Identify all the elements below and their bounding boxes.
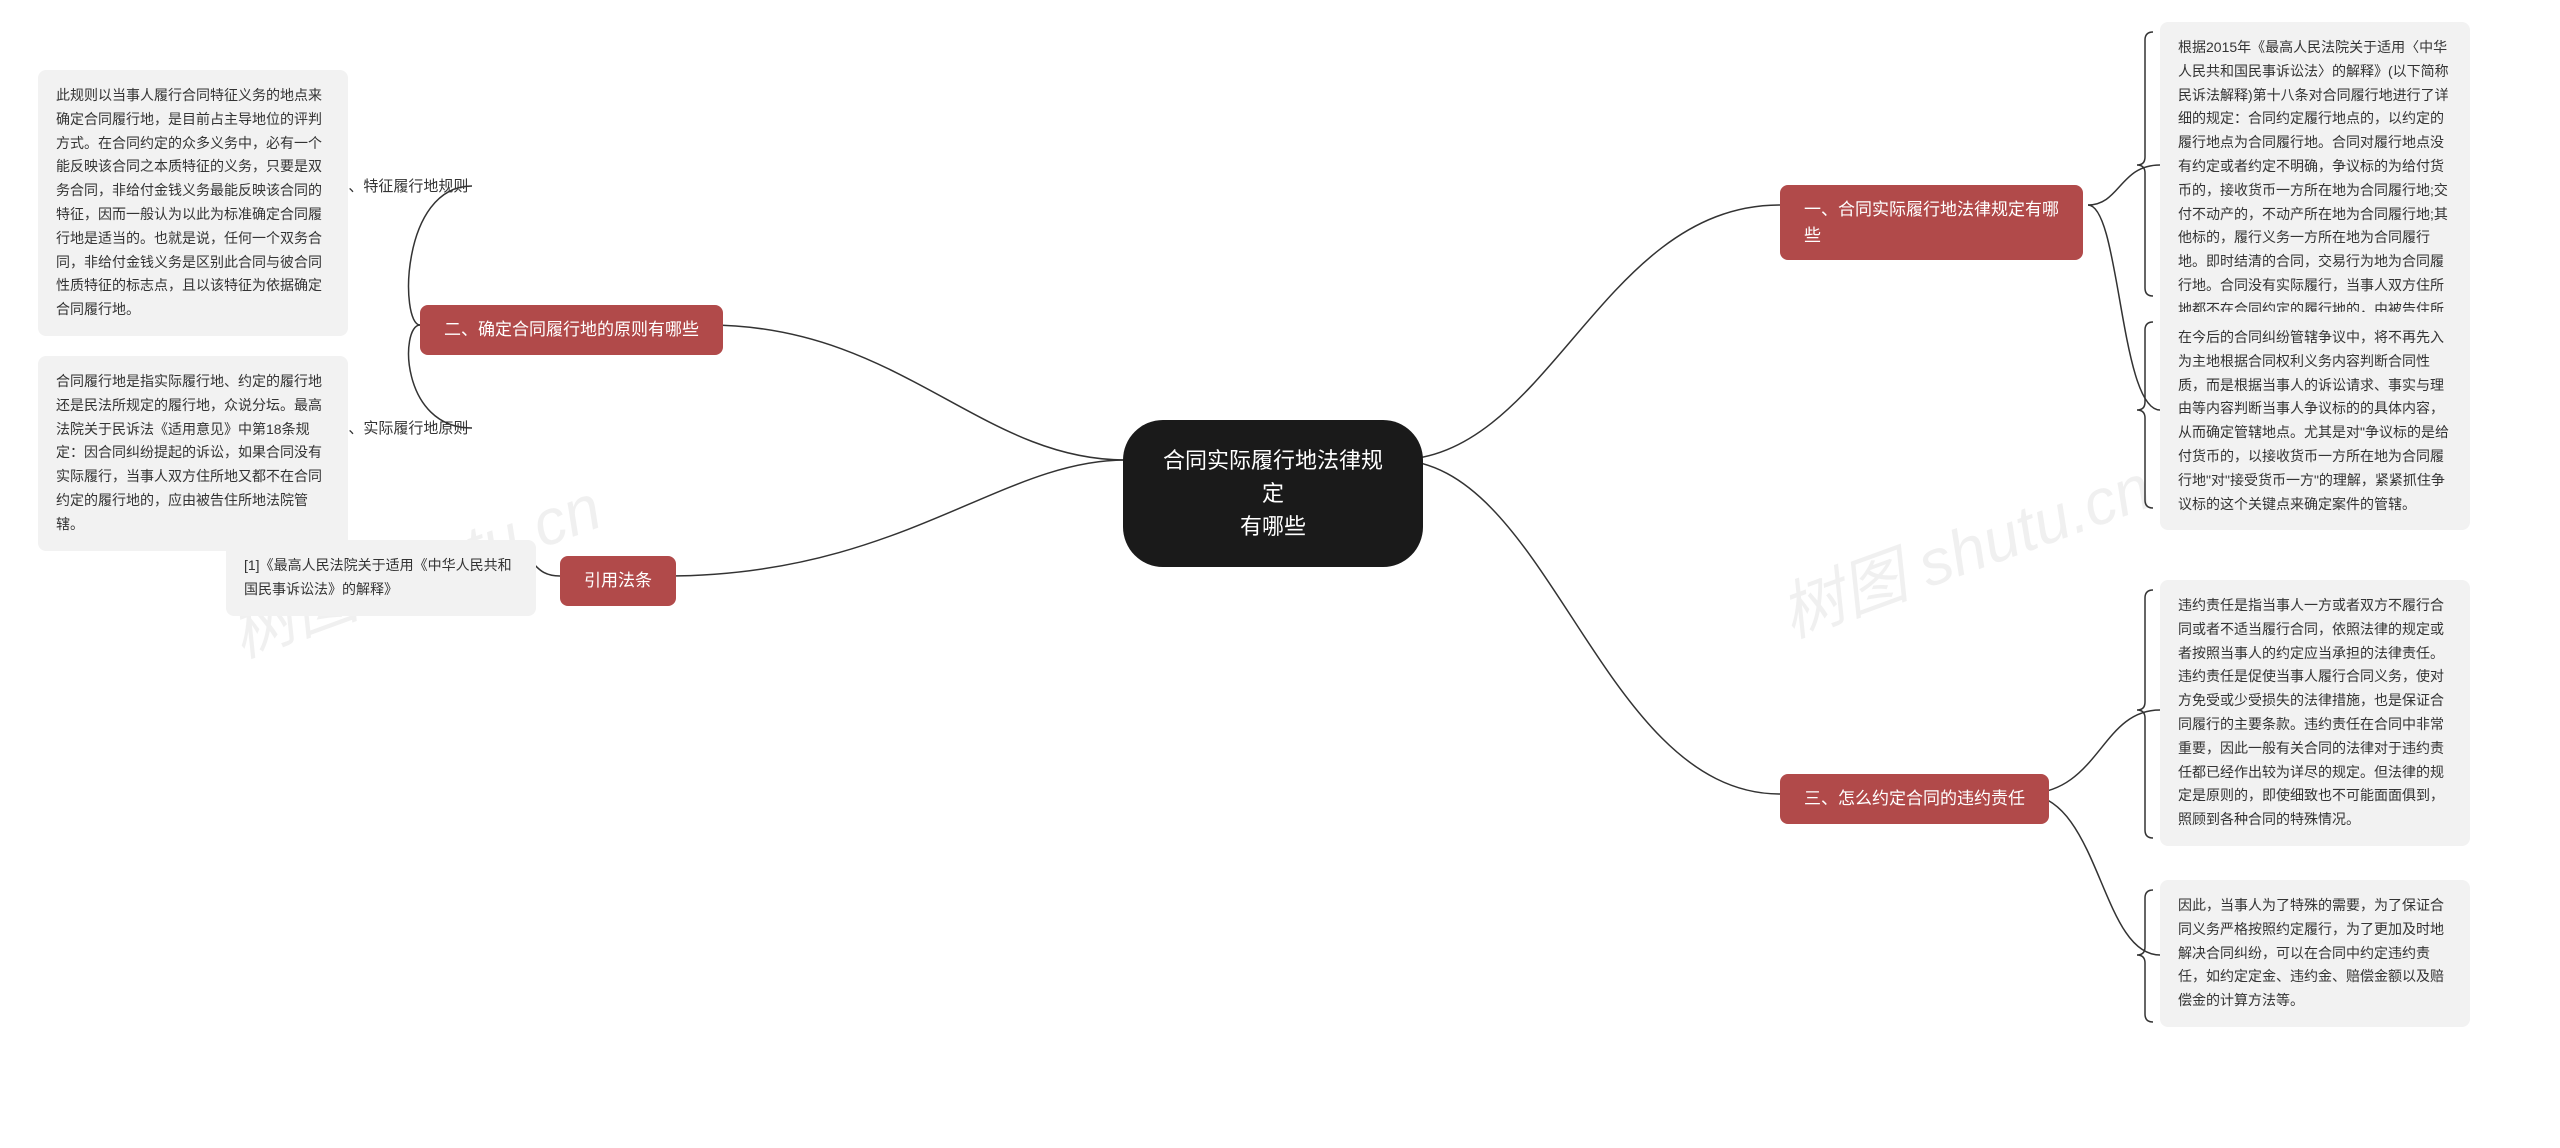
branch-4: 引用法条 — [560, 556, 676, 606]
branch-2-sub-0: 1、特征履行地规则 — [340, 176, 468, 199]
branch-1-leaf-0: 根据2015年《最高人民法院关于适用〈中华人民共和国民事诉讼法〉的解释》(以下简… — [2160, 22, 2470, 359]
branch-2: 二、确定合同履行地的原则有哪些 — [420, 305, 723, 355]
branch-2-sub-1: 2、实际履行地原则 — [340, 418, 468, 441]
branch-3-leaf-0: 违约责任是指当事人一方或者双方不履行合同或者不适当履行合同，依照法律的规定或者按… — [2160, 580, 2470, 846]
watermark: 树图 shutu.cn — [1766, 436, 2162, 655]
branch-3-leaf-1: 因此，当事人为了特殊的需要，为了保证合同义务严格按照约定履行，为了更加及时地解决… — [2160, 880, 2470, 1027]
branch-3: 三、怎么约定合同的违约责任 — [1780, 774, 2049, 824]
branch-4-leaf-0: [1]《最高人民法院关于适用《中华人民共和国民事诉讼法》的解释》 — [226, 540, 536, 616]
branch-1-leaf-1: 在今后的合同纠纷管辖争议中，将不再先入为主地根据合同权利义务内容判断合同性质，而… — [2160, 312, 2470, 530]
center-node: 合同实际履行地法律规定有哪些 — [1123, 420, 1423, 567]
branch-2-sub-0-leaf: 此规则以当事人履行合同特征义务的地点来确定合同履行地，是目前占主导地位的评判方式… — [38, 70, 348, 336]
branch-2-sub-1-leaf: 合同履行地是指实际履行地、约定的履行地还是民法所规定的履行地，众说分坛。最高法院… — [38, 356, 348, 551]
branch-1: 一、合同实际履行地法律规定有哪些 — [1780, 185, 2083, 260]
